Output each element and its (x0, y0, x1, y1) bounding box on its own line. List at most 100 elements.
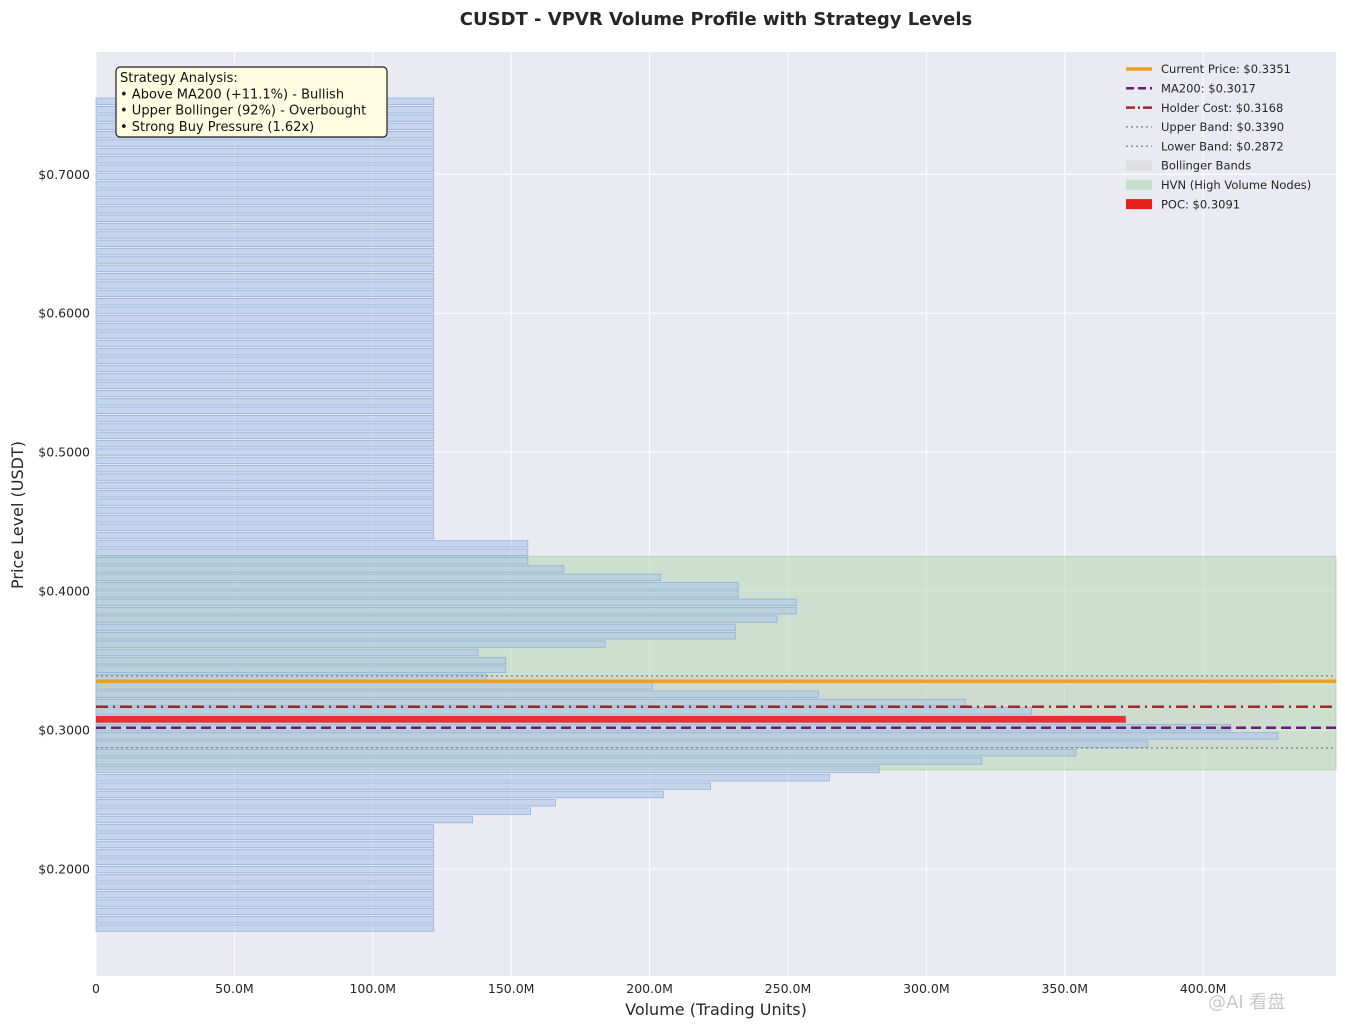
x-tick-label: 300.0M (903, 981, 950, 996)
volume-bar (95, 907, 435, 916)
volume-bar (95, 765, 880, 774)
legend-label: Upper Band: $0.3390 (1161, 120, 1284, 134)
volume-bar (95, 164, 435, 172)
x-tick-label: 350.0M (1041, 981, 1088, 996)
volume-bar (95, 448, 435, 456)
legend-label: HVN (High Volume Nodes) (1161, 178, 1311, 192)
volume-bar (95, 339, 435, 348)
volume-bar (95, 665, 507, 673)
volume-bar (95, 623, 736, 632)
legend-label: POC: $0.3091 (1161, 197, 1240, 211)
volume-bar (95, 799, 556, 807)
volume-bar (95, 389, 435, 398)
volume-bar (95, 598, 797, 607)
volume-bar (95, 782, 711, 790)
volume-bar (95, 690, 819, 698)
volume-bar (95, 473, 435, 481)
volume-bar (95, 657, 507, 665)
volume-bar (95, 214, 435, 222)
volume-bar (95, 323, 435, 331)
volume-bar (95, 272, 435, 281)
volume-bar (95, 364, 435, 373)
volume-bar (95, 231, 435, 239)
volume-bar (95, 890, 435, 899)
volume-bar (95, 774, 830, 782)
x-axis-label: Volume (Trading Units) (625, 1000, 807, 1019)
volume-bar (95, 824, 435, 832)
volume-bar (95, 147, 435, 156)
volume-bar (95, 815, 473, 824)
volume-bar (95, 515, 435, 523)
volume-bar (95, 915, 435, 924)
x-tick-label: 100.0M (349, 981, 396, 996)
volume-bar (95, 431, 435, 440)
volume-bar (95, 874, 435, 882)
volume-bar (95, 573, 662, 582)
chart-title: CUSDT - VPVR Volume Profile with Strateg… (460, 9, 972, 30)
volume-bar (95, 840, 435, 849)
volume-bar (95, 682, 653, 690)
annotation-box (115, 66, 388, 138)
volume-bar (95, 648, 479, 657)
volume-bar (95, 807, 532, 815)
volume-bar (95, 882, 435, 891)
volume-bar (95, 548, 529, 556)
x-tick-label: 250.0M (765, 981, 812, 996)
volume-bar (95, 456, 435, 465)
y-tick-label: $0.5000 (38, 445, 90, 460)
legend-swatch (1126, 199, 1152, 210)
y-tick-label: $0.3000 (38, 723, 90, 738)
volume-bar (95, 498, 435, 506)
strategy-annotation: Strategy Analysis:• Above MA200 (+11.1%)… (115, 66, 388, 138)
legend-label: MA200: $0.3017 (1161, 82, 1256, 96)
y-tick-label: $0.4000 (38, 584, 90, 599)
volume-bar (95, 832, 435, 840)
volume-bar (95, 590, 739, 598)
volume-bar (95, 289, 435, 298)
annotation-line: Strategy Analysis: (120, 71, 238, 86)
x-tick-label: 50.0M (215, 981, 254, 996)
level-lines (96, 675, 1336, 749)
volume-bar (95, 698, 966, 707)
legend-swatch (1126, 179, 1152, 190)
volume-bar (95, 181, 435, 189)
volume-bar (95, 790, 664, 799)
volume-bar (95, 172, 435, 181)
volume-bar (95, 899, 435, 907)
volume-bar (95, 565, 565, 573)
volume-bar (95, 481, 435, 490)
legend-label: Holder Cost: $0.3168 (1161, 101, 1283, 115)
legend-label: Current Price: $0.3351 (1161, 62, 1291, 76)
y-tick-label: $0.7000 (38, 167, 90, 182)
volume-bar (95, 222, 435, 231)
volume-bar (95, 581, 739, 590)
volume-bar (95, 381, 435, 389)
y-axis-label: Price Level (USDT) (8, 441, 27, 589)
volume-bar (95, 849, 435, 857)
volume-bar (95, 247, 435, 256)
legend-label: Bollinger Bands (1161, 159, 1251, 173)
volume-bar (95, 414, 435, 423)
volume-bar (95, 740, 1149, 749)
volume-bar (95, 423, 435, 431)
volume-bar (95, 523, 435, 531)
x-tick-label: 0 (92, 981, 100, 996)
volume-bar (95, 331, 435, 339)
annotation-line: • Upper Bollinger (92%) - Overbought (120, 104, 366, 119)
volume-bar (95, 156, 435, 164)
legend-swatch (1126, 160, 1152, 171)
volume-bar (95, 139, 435, 147)
volume-bar (95, 465, 435, 473)
volume-bar (95, 298, 435, 306)
volume-bar (95, 732, 1279, 740)
x-tick-label: 150.0M (488, 981, 535, 996)
volume-bar (95, 857, 435, 865)
volume-bar (95, 607, 797, 615)
volume-bar (95, 531, 435, 540)
volume-bar (95, 506, 435, 515)
x-axis-ticks: 0 50.0M 100.0M 150.0M 200.0M 250.0M 300.0M 350.… (92, 981, 1226, 996)
volume-bar (95, 348, 435, 356)
volume-bar (95, 757, 983, 765)
volume-bar (95, 632, 736, 640)
